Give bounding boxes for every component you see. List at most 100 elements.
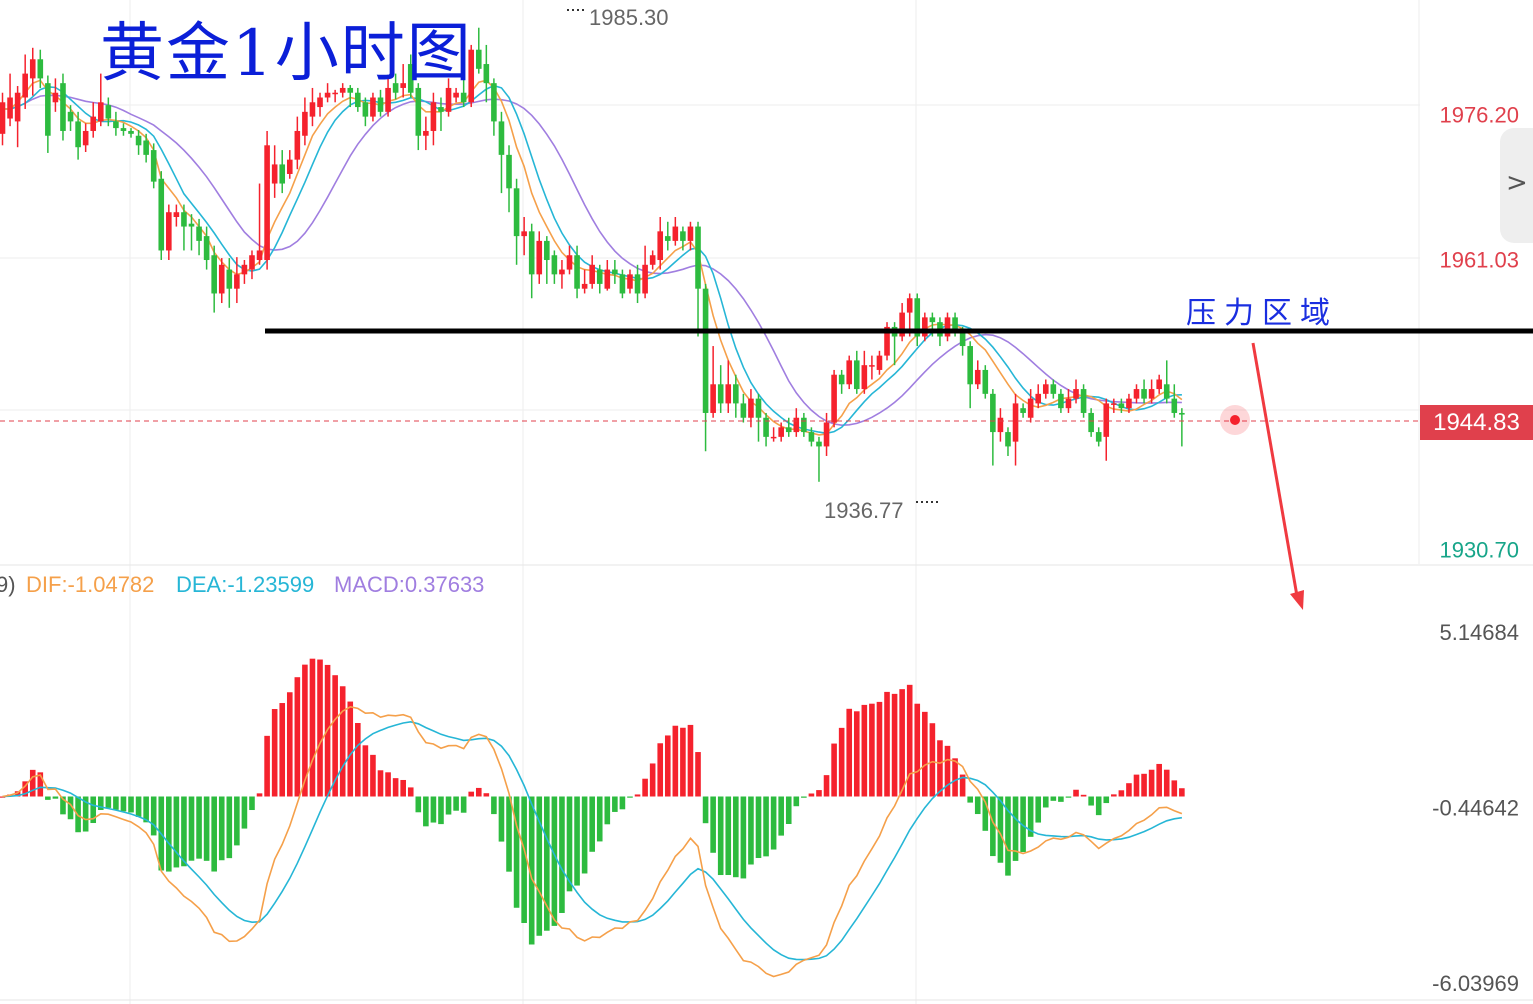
macd-bar xyxy=(279,703,286,797)
macd-bar xyxy=(808,793,815,797)
candle xyxy=(680,226,686,251)
macd-bar xyxy=(211,796,217,872)
macd-bar xyxy=(453,796,459,811)
candle xyxy=(740,393,747,423)
macd-bar xyxy=(14,791,21,797)
candle xyxy=(1080,384,1087,418)
macd-bar xyxy=(264,735,270,797)
candle xyxy=(256,183,263,265)
macd-bar xyxy=(97,796,104,811)
macd-bar xyxy=(105,796,112,808)
candle xyxy=(498,111,505,194)
macd-bar xyxy=(778,796,784,836)
macd-bar xyxy=(249,796,255,811)
candle xyxy=(22,54,28,109)
macd-bar xyxy=(891,693,898,797)
candle xyxy=(664,221,671,251)
macd-bar xyxy=(884,691,890,797)
current-price-dot xyxy=(1230,415,1240,425)
candle xyxy=(649,250,656,270)
macd-bar xyxy=(498,796,505,842)
candle xyxy=(1065,389,1072,413)
candle xyxy=(37,49,44,88)
candle xyxy=(453,87,459,103)
macd-bar xyxy=(657,743,664,797)
macd-bar xyxy=(1065,796,1072,798)
candle xyxy=(1027,389,1034,423)
macd-bar xyxy=(1095,796,1102,816)
candle xyxy=(324,83,331,103)
candle xyxy=(249,250,255,280)
expand-panel-button[interactable]: > xyxy=(1500,128,1533,243)
candle xyxy=(816,436,822,482)
macd-bar xyxy=(1133,774,1140,797)
candle xyxy=(1012,393,1019,466)
macd-bar xyxy=(687,724,694,797)
macd-bar xyxy=(1073,789,1079,797)
macd-bar xyxy=(423,796,429,827)
macd-bar xyxy=(997,796,1004,863)
macd-bar xyxy=(181,796,187,867)
candle xyxy=(1035,384,1042,409)
candle xyxy=(52,78,59,112)
macd-bar xyxy=(166,796,172,872)
candle xyxy=(770,427,777,442)
candle xyxy=(687,221,694,251)
chevron-right-icon: > xyxy=(1506,168,1528,198)
macd-bar xyxy=(559,796,565,913)
macd-bar xyxy=(831,743,837,797)
price-tick-label: 1930.70 xyxy=(1439,538,1519,563)
macd-tick-label: 5.14684 xyxy=(1439,620,1519,645)
macd-dea-line xyxy=(2,720,1183,961)
candle xyxy=(302,97,308,146)
candle xyxy=(7,73,13,127)
candle xyxy=(135,130,142,155)
candle xyxy=(438,97,444,131)
macd-bar xyxy=(1005,796,1011,876)
macd-bar xyxy=(521,796,527,923)
candle xyxy=(808,427,815,447)
candle xyxy=(702,283,709,452)
macd-bar xyxy=(566,796,573,892)
macd-bar xyxy=(619,796,626,810)
candle xyxy=(430,92,437,146)
candle xyxy=(143,133,149,163)
macd-tick-label: -6.03969 xyxy=(1432,971,1519,996)
macd-bar xyxy=(256,793,263,797)
macd-bar xyxy=(150,796,157,836)
macd-bar xyxy=(581,796,588,874)
macd-bar xyxy=(680,727,686,797)
candle xyxy=(695,221,701,337)
macd-bar xyxy=(544,796,550,931)
candle xyxy=(1171,384,1178,418)
macd-bar xyxy=(377,770,384,797)
macd-bar xyxy=(952,758,958,797)
macd-bar xyxy=(974,796,981,815)
macd-bar xyxy=(695,752,701,797)
macd-bar xyxy=(536,796,543,936)
macd-bar xyxy=(347,701,354,797)
candle xyxy=(1118,398,1125,413)
candle xyxy=(0,92,6,146)
macd-bar xyxy=(460,796,467,813)
candle xyxy=(884,322,890,361)
macd-legend-prefix: 9) xyxy=(0,572,16,597)
candle xyxy=(113,111,119,136)
macd-bar xyxy=(1111,794,1117,797)
price-tick-label: 1976.20 xyxy=(1439,103,1519,128)
candle xyxy=(45,75,51,153)
candle xyxy=(173,204,180,227)
macd-bar xyxy=(959,774,966,797)
candle xyxy=(423,116,429,151)
candle xyxy=(150,143,157,189)
candle xyxy=(785,417,792,437)
macd-bar xyxy=(60,796,66,815)
candle xyxy=(392,73,399,100)
candle xyxy=(339,83,346,98)
macd-bar xyxy=(990,796,996,857)
candle xyxy=(612,260,618,284)
macd-bar xyxy=(135,796,142,817)
macd-bar xyxy=(838,727,845,797)
candle xyxy=(922,312,928,342)
candle xyxy=(385,78,391,117)
